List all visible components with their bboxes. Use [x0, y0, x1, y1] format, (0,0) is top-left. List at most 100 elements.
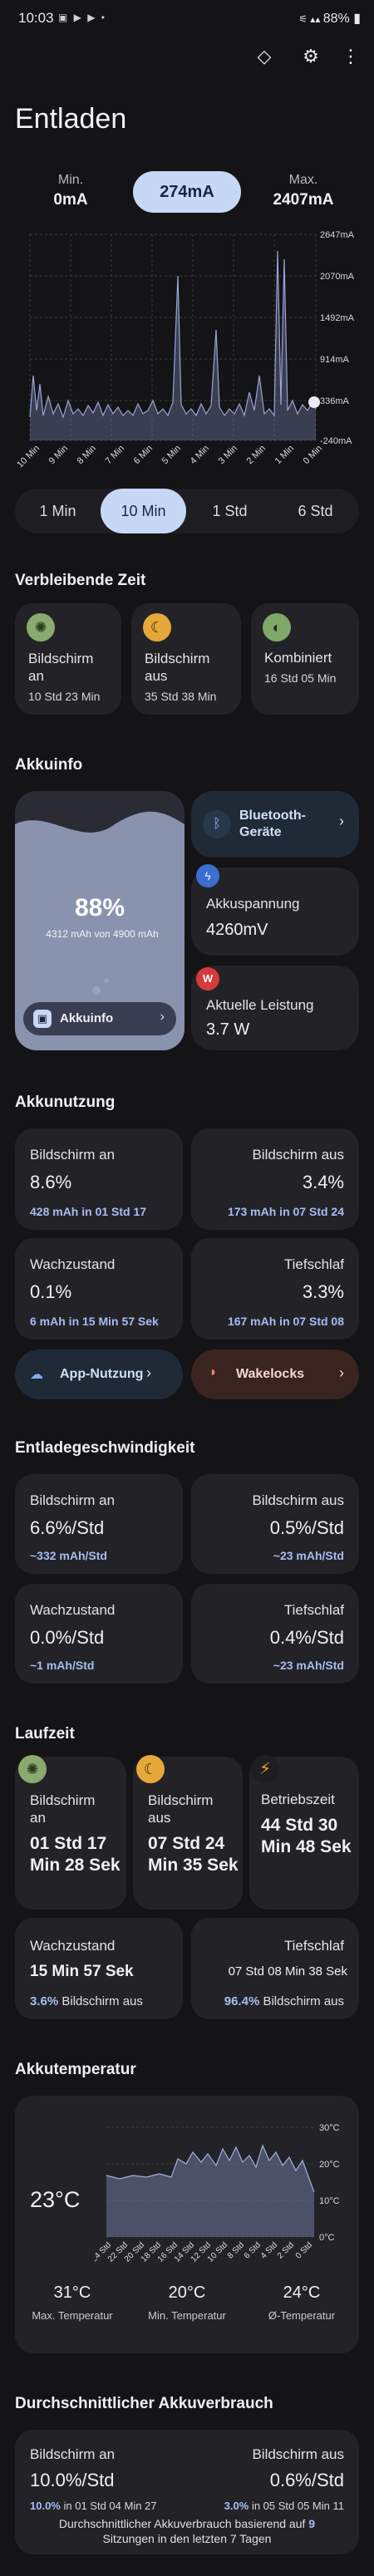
tab-1-min[interactable]: 1 Min: [39, 503, 76, 519]
chevron-right-icon: ›: [339, 1364, 344, 1381]
max-current: Max. 2407mA: [266, 173, 341, 209]
max-label: Max.: [288, 173, 318, 187]
speed-label: Wachzustand: [30, 1602, 116, 1618]
gear-icon[interactable]: ⚙: [303, 46, 319, 66]
y-tick: 336mA: [320, 396, 350, 406]
x-tick: 2 Min: [245, 444, 268, 467]
moon-icon: ◑: [208, 1365, 216, 1379]
temp-x-ticks: 24 Std 22 Std 20 Std 18 Std 16 Std 14 St…: [95, 2240, 314, 2264]
awake-percent: 3.6%: [30, 1994, 59, 2008]
temp-min-value: 20°C: [168, 2283, 206, 2302]
wakelocks-button[interactable]: ◑ Wakelocks ›: [191, 1349, 359, 1399]
akkuinfo-button[interactable]: ▣ Akkuinfo ›: [23, 1002, 176, 1035]
voltage-label: Akkuspannung: [206, 896, 300, 912]
bluetooth-devices-button[interactable]: ᛒ Bluetooth-Geräte ›: [191, 791, 359, 858]
battery-fill: [15, 811, 185, 1050]
status-bar: 10:03 ▣ ▶ ▶ • ⚟ ▴▴ 88% ▮: [0, 0, 374, 37]
remaining-screen-off-card: ☾ Bildschirm aus 35 Std 38 Min: [131, 603, 241, 715]
tab-10-min[interactable]: 10 Min: [101, 489, 186, 533]
cloud-icon: ☁: [30, 1368, 43, 1382]
remaining-value: 10 Std 23 Min: [28, 690, 101, 703]
usage-value: 8.6%: [30, 1172, 72, 1192]
avg-on-duration: in 01 Std 04 Min 27: [63, 2500, 157, 2512]
usage-deepsleep-card: Tiefschlaf 3.3% 167 mAh in 07 Std 08: [191, 1238, 359, 1340]
avg-on-sub: 10.0% in 01 Std 04 Min 27: [30, 2500, 157, 2512]
app-usage-button[interactable]: ☁ App-Nutzung ›: [15, 1349, 183, 1399]
speed-value: 0.4%/Std: [269, 1627, 344, 1648]
y-tick: -240mA: [320, 436, 352, 446]
runtime-value: 44 Std 30 Min 48 Sek: [261, 1816, 352, 1856]
current-line: [29, 250, 317, 419]
tab-6-std[interactable]: 6 Std: [298, 503, 333, 519]
remaining-value: 16 Std 05 Min: [264, 671, 337, 685]
avg-note-post: Sitzungen in den letzten 7 Tagen: [102, 2532, 272, 2545]
avg-off-value: 0.6%/Std: [269, 2470, 344, 2490]
speed-label: Bildschirm an: [30, 1492, 116, 1508]
speed-label: Tiefschlaf: [283, 1602, 344, 1618]
diamond-icon[interactable]: ◇: [257, 46, 272, 66]
speed-value: 0.0%/Std: [30, 1627, 105, 1648]
usage-label: Wachzustand: [30, 1256, 116, 1272]
runtime-label: Betriebszeit: [261, 1792, 335, 1807]
status-right: ⚟ ▴▴ 88% ▮: [298, 10, 361, 27]
usage-label: Bildschirm an: [30, 1147, 116, 1163]
page-title: Entladen: [15, 103, 127, 135]
y-tick: 20°C: [319, 2160, 340, 2170]
battery-info-icon: ▣: [33, 1010, 52, 1028]
x-tick: 4 Min: [189, 444, 212, 467]
runtime-title: Laufzeit: [15, 1725, 75, 1743]
usage-sub: 173 mAh in 07 Std 24: [227, 1205, 344, 1218]
average-card: Bildschirm an 10.0%/Std 10.0% in 01 Std …: [15, 2430, 359, 2554]
bluetooth-label: Bluetooth-Geräte: [239, 809, 306, 839]
combined-icon: ◐: [263, 613, 291, 642]
lightning-icon: ⚡: [251, 1755, 279, 1783]
avg-on-percent: 10.0%: [30, 2500, 61, 2512]
speed-title: Entladegeschwindigkeit: [15, 1439, 195, 1457]
x-tick: 6 Std: [243, 2240, 263, 2260]
tab-1-std[interactable]: 1 Std: [212, 503, 248, 519]
chevron-right-icon: ›: [146, 1364, 151, 1381]
y-tick: 1492mA: [320, 313, 355, 323]
speed-sub: ~1 mAh/Std: [30, 1659, 95, 1672]
battery-icon: ▮: [353, 12, 361, 26]
temp-max: 31°C Max. Temperatur: [15, 2283, 130, 2322]
x-tick: 5 Min: [160, 444, 184, 467]
awake-value: 15 Min 57 Sek: [30, 1963, 134, 1980]
runtime-uptime-card: ⚡ Betriebszeit 44 Std 30 Min 48 Sek: [249, 1755, 359, 1910]
status-time: 10:03: [18, 10, 54, 26]
max-value: 2407mA: [273, 191, 334, 209]
awake-label: Wachzustand: [30, 1938, 116, 1954]
akkuinfo-button-label: Akkuinfo: [60, 1011, 114, 1025]
y-tick: 2070mA: [320, 272, 355, 282]
temp-title: Akkutemperatur: [15, 2061, 136, 2078]
x-tick: 0 Min: [302, 444, 325, 467]
deep-share: 96.4% Bildschirm aus: [224, 1994, 344, 2008]
chevron-right-icon: ›: [160, 1010, 165, 1024]
more-vert-icon[interactable]: ⋮: [342, 46, 360, 66]
current-marker: [308, 396, 320, 408]
x-tick: 1 Min: [273, 444, 297, 467]
awake-suffix: Bildschirm aus: [62, 1994, 143, 2008]
average-title: Durchschnittlicher Akkuverbrauch: [15, 2395, 273, 2412]
deep-suffix: Bildschirm aus: [263, 1994, 344, 2008]
x-tick: 8 Min: [76, 444, 99, 467]
remaining-title: Verbleibende Zeit: [15, 572, 146, 589]
speed-label: Bildschirm aus: [252, 1492, 344, 1508]
remaining-screen-on-card: ✺ Bildschirm an 10 Std 23 Min: [15, 603, 121, 715]
usage-value: 3.4%: [302, 1172, 344, 1192]
runtime-deepsleep-card: Tiefschlaf 07 Std 08 Min 38 Sek 96.4% Bi…: [191, 1918, 359, 2019]
temp-chart: 30°C 20°C 10°C 0°C 24 Std 22 Std 20 Std …: [95, 2123, 340, 2264]
x-tick: 0 Std: [294, 2240, 314, 2260]
remaining-value: 35 Std 38 Min: [145, 690, 217, 703]
x-tick: 10 Min: [15, 444, 42, 470]
usage-title: Akkunutzung: [15, 1094, 116, 1111]
moon-icon: ☾: [143, 613, 171, 642]
x-tick: 2 Std: [276, 2240, 296, 2260]
x-tick: 7 Min: [104, 444, 127, 467]
battery-level-card: 88% 4312 mAh von 4900 mAh ▣ Akkuinfo ›: [15, 791, 185, 1050]
speed-screen-on-card: Bildschirm an 6.6%/Std ~332 mAh/Std: [15, 1474, 183, 1574]
min-current: Min. 0mA: [33, 173, 108, 209]
power-icon: W: [196, 967, 219, 991]
temp-min-label: Min. Temperatur: [148, 2309, 226, 2322]
deep-label: Tiefschlaf: [283, 1938, 344, 1954]
